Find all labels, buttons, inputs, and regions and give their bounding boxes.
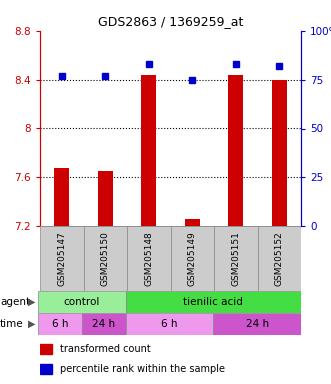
Bar — [98, 171, 113, 226]
Bar — [38, 291, 126, 313]
Text: time: time — [0, 319, 24, 329]
Text: agent: agent — [0, 297, 30, 307]
Bar — [127, 226, 170, 291]
Title: GDS2863 / 1369259_at: GDS2863 / 1369259_at — [98, 15, 243, 28]
Bar — [126, 291, 301, 313]
Text: GSM205152: GSM205152 — [275, 231, 284, 286]
Bar — [40, 364, 52, 374]
Bar — [258, 226, 301, 291]
Bar — [40, 344, 52, 354]
Bar — [170, 226, 214, 291]
Text: 24 h: 24 h — [246, 319, 269, 329]
Text: 24 h: 24 h — [92, 319, 115, 329]
Bar — [82, 313, 126, 335]
Text: GSM205149: GSM205149 — [188, 231, 197, 286]
Bar — [272, 80, 287, 226]
Bar — [141, 75, 156, 226]
Text: 6 h: 6 h — [52, 319, 68, 329]
Text: GSM205148: GSM205148 — [144, 231, 153, 286]
Text: control: control — [64, 297, 100, 307]
Text: ▶: ▶ — [28, 319, 35, 329]
Text: ▶: ▶ — [28, 297, 35, 307]
Bar — [185, 218, 200, 226]
Bar — [54, 167, 70, 226]
Text: percentile rank within the sample: percentile rank within the sample — [60, 364, 224, 374]
Text: transformed count: transformed count — [60, 344, 150, 354]
Bar — [126, 313, 213, 335]
Bar — [40, 226, 83, 291]
Text: GSM205150: GSM205150 — [101, 231, 110, 286]
Bar — [213, 313, 301, 335]
Text: GSM205151: GSM205151 — [231, 231, 240, 286]
Text: tienilic acid: tienilic acid — [183, 297, 243, 307]
Bar — [214, 226, 258, 291]
Bar — [38, 313, 82, 335]
Bar — [83, 226, 127, 291]
Bar — [228, 75, 243, 226]
Text: 6 h: 6 h — [161, 319, 178, 329]
Text: GSM205147: GSM205147 — [57, 231, 66, 286]
